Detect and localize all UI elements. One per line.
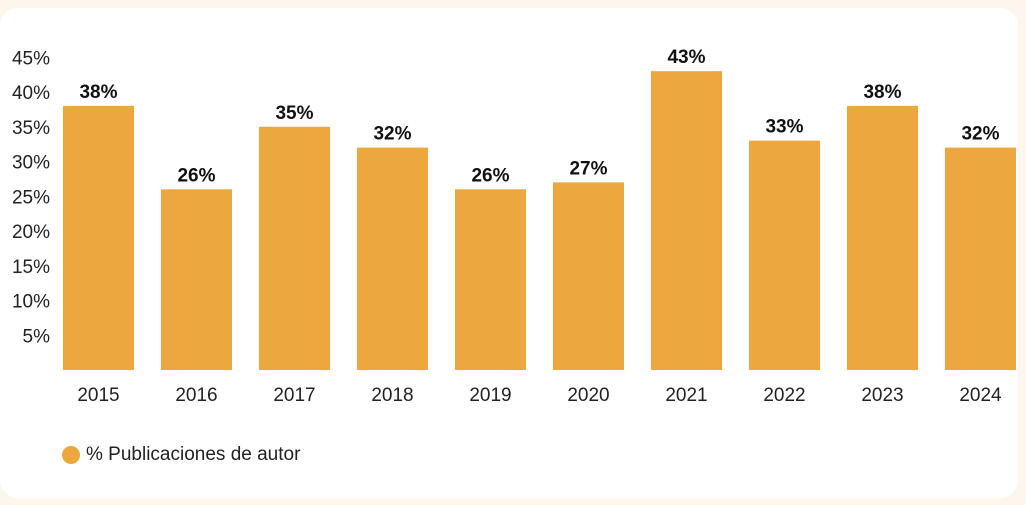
bar-value-label: 43% <box>667 47 705 68</box>
x-tick-label: 2018 <box>371 385 413 406</box>
bar-value-label: 38% <box>863 82 901 103</box>
bar <box>847 105 918 371</box>
x-tick-label: 2019 <box>469 385 511 406</box>
x-tick-label: 2024 <box>959 385 1002 406</box>
x-tick-label: 2020 <box>567 385 609 406</box>
y-tick-label: 15% <box>12 257 50 278</box>
bar-value-label: 35% <box>275 103 313 124</box>
legend: % Publicaciones de autor <box>62 444 300 466</box>
bar-value-label: 32% <box>373 124 411 145</box>
bars <box>63 71 1016 371</box>
bar-value-label: 32% <box>961 124 999 145</box>
y-tick-label: 10% <box>12 292 50 313</box>
bar-value-label: 38% <box>79 82 117 103</box>
x-axis: 2015 2016 2017 2018 2019 2020 2021 2022 2023 2024 <box>77 385 1002 406</box>
y-tick-label: 30% <box>12 153 50 174</box>
x-tick-label: 2021 <box>665 385 707 406</box>
bar <box>651 71 722 371</box>
bar <box>553 182 624 370</box>
legend-label: % Publicaciones de autor <box>86 444 301 465</box>
y-tick-label: 45% <box>12 48 50 69</box>
y-tick-label: 25% <box>12 187 50 208</box>
bar-value-label: 26% <box>471 165 509 186</box>
x-tick-label: 2017 <box>273 385 315 406</box>
bar-value-label: 26% <box>177 165 215 186</box>
x-tick-label: 2023 <box>861 385 903 406</box>
bar <box>161 189 232 370</box>
bar-value-label: 27% <box>569 158 607 179</box>
y-tick-label: 5% <box>23 326 51 347</box>
bar <box>455 189 526 370</box>
bar <box>749 140 820 370</box>
bar-value-label: 33% <box>765 117 803 138</box>
bar <box>259 126 330 370</box>
y-tick-label: 35% <box>12 118 50 139</box>
x-tick-label: 2022 <box>763 385 805 406</box>
y-tick-label: 40% <box>12 83 50 104</box>
x-tick-label: 2015 <box>77 385 119 406</box>
legend-swatch <box>62 446 80 464</box>
value-labels: 38% 26% 35% 32% 26% 27% 43% 33% 38% 32% <box>79 47 999 186</box>
bar <box>63 105 134 371</box>
x-tick-label: 2016 <box>175 385 217 406</box>
bar <box>357 147 428 370</box>
y-tick-label: 20% <box>12 222 50 243</box>
bar <box>945 147 1016 370</box>
y-axis: 5% 10% 15% 20% 25% 30% 35% 40% 45% <box>12 48 50 347</box>
